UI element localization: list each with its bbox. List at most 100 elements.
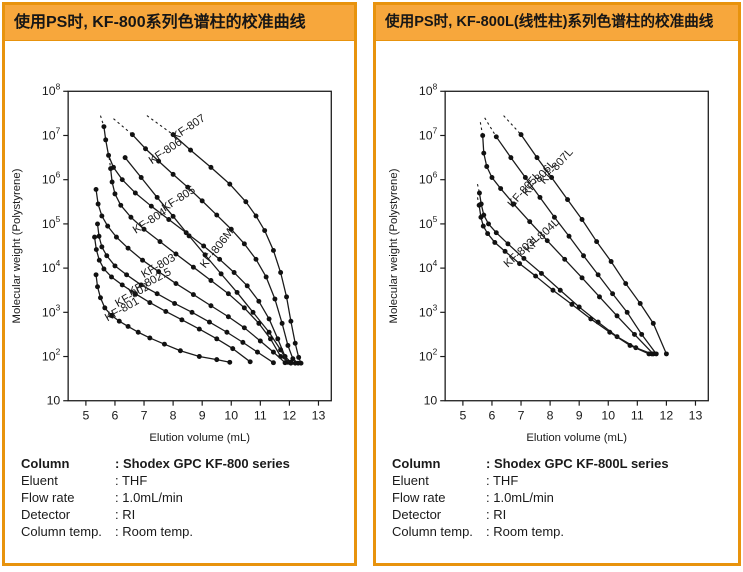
data-point	[484, 231, 490, 237]
data-point	[596, 294, 602, 300]
data-point	[104, 253, 110, 259]
data-point	[247, 359, 253, 365]
condition-row-flow-rate: Flow rate : 1.0mL/min	[21, 489, 354, 506]
condition-row-column-temp: Column temp. : Room temp.	[21, 523, 354, 540]
data-point	[214, 357, 220, 363]
data-point	[125, 323, 131, 329]
conditions-table-kf800: Column : Shodex GPC KF-800 series Eluent…	[21, 455, 354, 540]
y-tick-label: 102	[42, 347, 61, 364]
panel-kf800-series: 使用PS时, KF-800系列色谱柱的校准曲线 5 6 7 8 9 10 11 12 13 108…	[2, 2, 357, 566]
data-point	[173, 251, 179, 257]
series-dashed-extension	[113, 118, 133, 136]
x-tick-label: 9	[199, 408, 206, 422]
data-point	[102, 305, 108, 311]
data-point	[593, 239, 599, 245]
data-point	[250, 309, 256, 315]
y-tick-label: 104	[42, 258, 61, 275]
series-dashed-extension	[502, 115, 521, 136]
data-point	[163, 308, 169, 314]
data-point	[188, 147, 194, 153]
series-curve	[131, 134, 299, 364]
y-tick-label: 10	[423, 394, 437, 408]
data-point	[227, 181, 233, 187]
data-point	[177, 348, 183, 354]
condition-value: : THF	[115, 473, 148, 488]
x-tick-label: 5	[459, 408, 466, 422]
calibration-chart-kf800: 5 6 7 8 9 10 11 12 13 108 107 106 105 104 103 102 10 Elut…	[11, 81, 332, 444]
data-point	[214, 336, 220, 342]
data-point	[208, 303, 214, 309]
data-point	[256, 320, 262, 326]
data-point	[627, 342, 632, 348]
data-point	[109, 274, 114, 280]
data-point	[536, 194, 542, 200]
x-tick-label: 11	[630, 408, 643, 422]
data-point	[476, 202, 482, 208]
condition-row-column: Column : Shodex GPC KF-800 series	[21, 455, 354, 472]
y-tick-label: 108	[418, 81, 437, 98]
data-point	[638, 331, 644, 337]
data-point	[93, 272, 99, 278]
data-point	[480, 223, 486, 229]
data-point	[99, 244, 105, 250]
data-point	[218, 271, 224, 277]
data-point	[217, 256, 223, 262]
condition-label: Column temp.	[392, 524, 473, 539]
x-tick-label: 7	[141, 408, 148, 422]
y-tick-label: 104	[418, 258, 437, 275]
data-point	[190, 264, 196, 270]
data-point	[228, 226, 234, 232]
series-curve	[95, 189, 286, 364]
data-point	[551, 214, 557, 220]
data-point	[140, 257, 146, 263]
x-tick-label: 10	[224, 408, 238, 422]
condition-label: Column temp.	[21, 524, 102, 539]
data-point	[532, 273, 538, 279]
condition-row-detector: Detector : RI	[21, 506, 354, 523]
data-point	[148, 203, 154, 209]
data-point	[128, 214, 134, 220]
data-point	[103, 137, 109, 143]
data-point	[156, 269, 162, 275]
data-point	[240, 339, 246, 345]
series-curve	[478, 192, 652, 355]
condition-row-detector: Detector : RI	[392, 506, 738, 523]
panel-title-kf800: 使用PS时, KF-800系列色谱柱的校准曲线	[5, 5, 354, 41]
data-point	[491, 239, 497, 245]
data-point	[124, 272, 130, 278]
data-point	[106, 152, 112, 158]
data-point	[268, 336, 273, 342]
data-point	[284, 294, 290, 300]
series-curve	[109, 168, 292, 364]
x-tick-label: 12	[659, 408, 673, 422]
data-point	[544, 238, 550, 244]
condition-value: : RI	[486, 507, 507, 522]
data-point	[288, 360, 294, 366]
data-point	[116, 318, 122, 324]
data-point	[534, 155, 539, 161]
condition-row-eluent: Eluent : THF	[392, 472, 738, 489]
series-dashed-extension	[483, 117, 497, 138]
y-tick-label: 105	[418, 214, 437, 231]
data-point	[566, 233, 571, 239]
series-label: KF-806	[147, 136, 185, 167]
data-point	[292, 360, 298, 366]
data-point	[266, 316, 272, 322]
series-curve	[495, 136, 657, 355]
data-point	[278, 270, 284, 275]
data-point	[270, 247, 276, 253]
condition-label: Column	[21, 456, 70, 471]
x-tick-label: 6	[488, 408, 495, 422]
panel-kf800l-series: 使用PS时, KF-800L(线性柱)系列色谱柱的校准曲线 5 6 7 8 9 10 11 1…	[373, 2, 741, 566]
data-point	[270, 349, 276, 355]
data-point	[614, 313, 619, 319]
data-point	[288, 318, 294, 324]
data-point	[479, 133, 485, 138]
y-axis-title: Molecular weight (Polystyrene)	[11, 168, 23, 323]
data-point	[135, 329, 141, 335]
condition-value: : Room temp.	[486, 524, 565, 539]
data-point	[143, 146, 148, 152]
data-point	[548, 175, 554, 180]
x-tick-label: 11	[254, 408, 267, 422]
data-point	[497, 186, 503, 192]
